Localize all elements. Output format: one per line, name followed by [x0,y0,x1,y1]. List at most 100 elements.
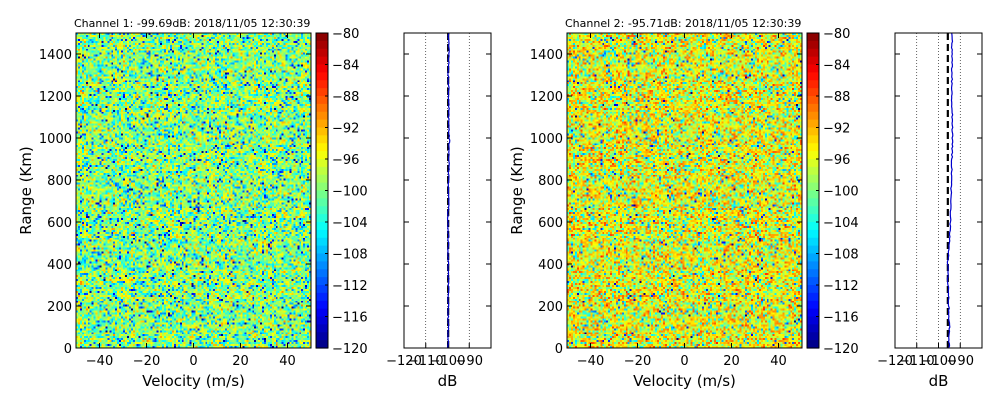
y-tick-label: 1400 [530,48,563,63]
colorbar-segment [316,72,328,81]
y-tick-label: 200 [538,300,563,315]
colorbar-tick-label: −92 [332,122,359,137]
colorbar-tick-label: −112 [823,279,859,294]
colorbar-tick-label: −84 [823,59,850,74]
profile-x-tick-label: −110 [899,354,935,369]
colorbar-segment [316,308,328,318]
colorbar-segment [807,174,819,184]
profile-frame [403,32,492,349]
channel-1-title: Channel 1: -99.69dB: 2018/11/05 12:30:39 [74,17,310,30]
colorbar-segment [316,33,328,42]
colorbar-segment [316,64,328,73]
colorbar-segment [316,253,328,262]
colorbar-tick-label: −96 [823,153,850,168]
colorbar-segment [316,237,328,247]
colorbar-segment [316,119,328,129]
x-tick-label: 0 [189,354,197,369]
y-tick-label: 400 [538,258,563,273]
colorbar-segment [807,316,819,325]
colorbar-tick-label: −88 [332,90,359,105]
colorbar-tick-label: −108 [332,248,368,263]
colorbar-segment [316,182,328,192]
colorbar-tick-label: −104 [823,216,859,231]
colorbar-segment [316,206,328,215]
colorbar-segment [807,324,819,333]
y-tick-label: 1000 [530,132,563,147]
colorbar-tick-label: −104 [332,216,368,231]
colorbar-segment [316,143,328,152]
x-axis-label: Velocity (m/s) [142,372,245,390]
y-tick-label: 0 [555,342,563,357]
colorbar-segment [807,237,819,247]
colorbar-segment [807,135,819,144]
x-tick-label: 0 [680,354,688,369]
profile-x-tick-label: −120 [877,354,913,369]
colorbar-tick-label: −116 [332,311,368,326]
colorbar-segment [316,96,328,105]
y-tick-label: 0 [64,342,72,357]
colorbar-segment [316,316,328,325]
profile-x-tick-label: −90 [947,354,974,369]
colorbar-segment [807,198,819,207]
profile-x-tick-label: −120 [386,354,422,369]
y-tick-label: 800 [538,174,563,189]
colorbar-segment [807,206,819,215]
profile-x-axis-label: dB [438,372,458,390]
y-tick-label: 400 [47,258,72,273]
colorbar-segment [807,245,819,255]
profile-x-tick-label: −90 [456,354,483,369]
colorbar-segment [316,332,328,341]
y-tick-label: 600 [538,216,563,231]
colorbar-segment [316,151,328,160]
colorbar-segment [807,166,819,176]
colorbar-segment [807,72,819,81]
colorbar-segment [316,261,328,270]
colorbar-segment [807,56,819,66]
colorbar-segment [807,33,819,42]
colorbar-segment [316,56,328,66]
colorbar-tick-label: −92 [823,122,850,137]
colorbar-segment [316,174,328,184]
profile-curve [946,32,954,349]
colorbar-segment [807,214,819,223]
colorbar-segment [316,88,328,97]
x-axis-label: Velocity (m/s) [633,372,736,390]
colorbar: −80 −84 −88 −92 −96 −100 −104 −108 −112 −116 −120 [315,27,368,357]
channel-1-heatmap [76,33,311,348]
colorbar-tick-label: −112 [332,279,368,294]
colorbar-tick-label: −80 [823,27,850,42]
colorbar-tick-label: −88 [823,90,850,105]
colorbar-segment [807,190,819,199]
profile-frame [894,32,983,349]
colorbar-segment [807,88,819,97]
colorbar-segment [316,159,328,168]
colorbar-segment [807,332,819,341]
colorbar-segment [316,40,328,50]
colorbar-tick-label: −80 [332,27,359,42]
colorbar: −80 −84 −88 −92 −96 −100 −104 −108 −112 −116 −120 [806,27,859,357]
profile-x-tick-label: −100 [430,354,466,369]
colorbar-segment [807,80,819,89]
colorbar-segment [316,222,328,231]
y-tick-label: 1000 [39,132,72,147]
colorbar-tick-label: −120 [823,342,859,357]
colorbar-segment [807,269,819,278]
colorbar-segment [807,111,819,121]
colorbar-segment [807,40,819,50]
x-tick-label: 40 [770,354,787,369]
colorbar-segment [807,253,819,262]
colorbar-segment [316,300,328,310]
colorbar-tick-label: −84 [332,59,359,74]
colorbar-segment [316,80,328,89]
colorbar-segment [807,222,819,231]
x-tick-label: 20 [723,354,740,369]
colorbar-segment [316,127,328,136]
colorbar-segment [807,285,819,294]
colorbar-segment [316,277,328,286]
colorbar-segment [316,324,328,333]
colorbar-tick-label: −100 [823,185,859,200]
colorbar-segment [316,190,328,199]
colorbar-segment [316,198,328,207]
profile-curve [446,32,451,349]
